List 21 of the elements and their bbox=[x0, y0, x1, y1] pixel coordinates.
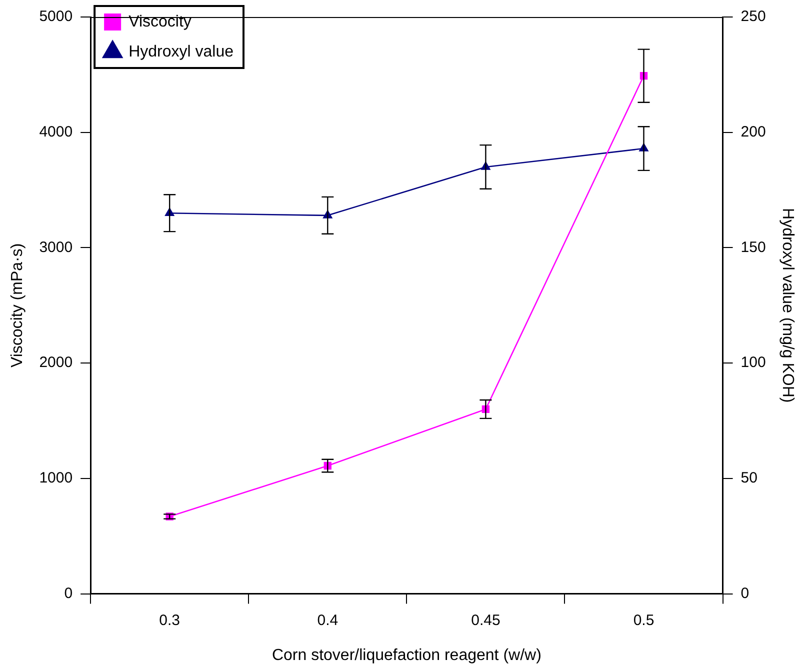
x-tick-label: 0.4 bbox=[317, 612, 338, 629]
x-tick-label: 0.3 bbox=[159, 612, 180, 629]
y2-tick-label: 150 bbox=[740, 238, 766, 256]
y-tick-label: 5000 bbox=[39, 8, 73, 26]
y2-tick-label: 50 bbox=[740, 470, 758, 487]
x-tick-label: 0.5 bbox=[633, 612, 654, 629]
y2-tick-label: 200 bbox=[740, 124, 766, 140]
y-tick-label: 1000 bbox=[39, 470, 73, 487]
y2-tick-label: 250 bbox=[740, 8, 766, 26]
x-tick-label: 0.45 bbox=[471, 612, 500, 629]
y-tick-label: 0 bbox=[64, 584, 73, 602]
y2-axis-title: Hydroxyl value (mg/g KOH) bbox=[778, 208, 796, 403]
y2-tick-label: 100 bbox=[740, 354, 766, 372]
x-axis-title: Corn stover/liquefaction reagent (w/w) bbox=[272, 646, 542, 664]
y-tick-label: 3000 bbox=[39, 238, 73, 256]
y-tick-label: 2000 bbox=[39, 354, 73, 372]
y-tick-label: 4000 bbox=[39, 124, 73, 140]
legend-label: Hydroxyl value bbox=[128, 43, 234, 60]
y2-tick-label: 0 bbox=[740, 584, 750, 602]
y-axis-title: Viscocity (mPa·s) bbox=[9, 243, 26, 368]
legend-label: Viscocity bbox=[128, 13, 192, 30]
